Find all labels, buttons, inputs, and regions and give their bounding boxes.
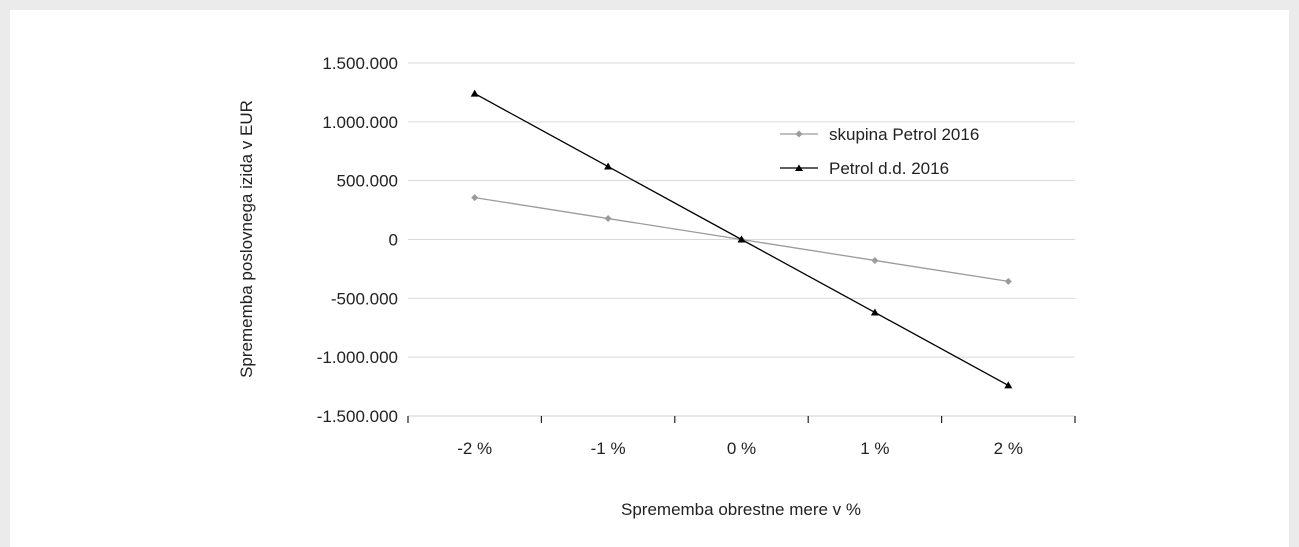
legend-marker-1 xyxy=(795,164,803,171)
data-point xyxy=(470,89,479,97)
legend-label-0: skupina Petrol 2016 xyxy=(829,125,979,144)
gridlines xyxy=(408,62,1075,358)
data-point xyxy=(870,308,879,316)
chart-panel: -2 % -1 % 0 % 1 % 2 % 1.500.000 1.000.000 500.… xyxy=(10,10,1289,547)
y-axis-title: Sprememba poslovnega izida v EUR xyxy=(237,100,256,378)
x-tick-label: 0 % xyxy=(727,439,756,458)
data-point xyxy=(871,256,879,264)
data-point xyxy=(737,235,746,243)
legend: skupina Petrol 2016 Petrol d.d. 2016 xyxy=(780,125,979,178)
y-tick-label: -1.500.000 xyxy=(317,407,398,426)
x-tick-label: -1 % xyxy=(591,439,626,458)
x-tick-label: -2 % xyxy=(457,439,492,458)
x-axis: -2 % -1 % 0 % 1 % 2 % xyxy=(407,415,1076,458)
series-1 xyxy=(470,89,1013,389)
data-point xyxy=(604,162,613,170)
data-point xyxy=(1004,277,1012,285)
y-tick-label: 0 xyxy=(389,231,398,250)
y-tick-label: -500.000 xyxy=(331,289,398,308)
x-tick-label: 2 % xyxy=(994,439,1023,458)
series-lines xyxy=(470,89,1013,389)
legend-label-1: Petrol d.d. 2016 xyxy=(829,159,949,178)
y-tick-label: 500.000 xyxy=(337,172,398,191)
y-tick-label: 1.000.000 xyxy=(322,113,398,132)
data-point xyxy=(471,194,479,202)
data-point xyxy=(604,215,612,223)
y-tick-label: 1.500.000 xyxy=(322,54,398,73)
x-tick-label: 1 % xyxy=(860,439,889,458)
y-axis: 1.500.000 1.000.000 500.000 0 -500.000 -1.000… xyxy=(317,54,398,426)
data-point xyxy=(1004,381,1013,389)
y-tick-label: -1.000.000 xyxy=(317,348,398,367)
legend-item-0: skupina Petrol 2016 xyxy=(780,125,979,144)
legend-marker-0 xyxy=(795,130,803,138)
x-axis-title: Sprememba obrestne mere v % xyxy=(621,500,861,519)
legend-item-1: Petrol d.d. 2016 xyxy=(780,159,949,178)
line-chart: -2 % -1 % 0 % 1 % 2 % 1.500.000 1.000.000 500.… xyxy=(237,54,1076,519)
